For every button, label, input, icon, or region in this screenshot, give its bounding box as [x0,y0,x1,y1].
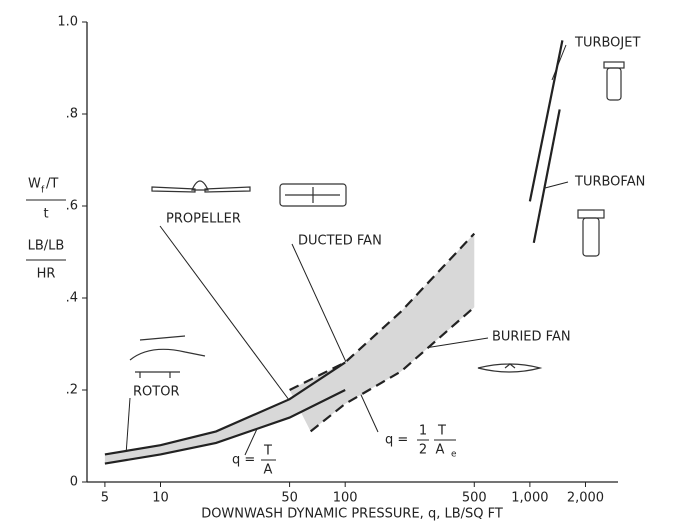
formula-text: q = [385,433,408,448]
x-tick-label: 50 [281,491,298,506]
formula-text: T [437,424,446,439]
y-label-part: f [41,186,45,196]
y-tick-label: 0 [70,475,78,490]
y-tick-label: .2 [66,383,78,398]
x-tick-label: 2,000 [567,491,604,506]
x-axis-title: DOWNWASH DYNAMIC PRESSURE, q, LB/SQ FT [201,507,503,522]
formula-text: q = [232,453,255,468]
y-label-part: /T [46,177,58,192]
annotation: BURIED FAN [492,330,571,345]
annotation: ROTOR [133,385,179,400]
line-series [104,389,346,465]
annotation: PROPELLER [166,212,241,227]
line-series [104,361,346,456]
line-series [532,109,561,244]
y-tick-label: 1.0 [57,15,78,30]
formula-text: e [451,450,457,460]
annotation: DUCTED FAN [298,234,382,249]
annotation: TURBOFAN [574,175,645,190]
y-tick-label: .6 [66,199,78,214]
x-tick-label: 100 [333,491,358,506]
x-tick-label: 10 [152,491,169,506]
x-tick-label: 500 [462,491,487,506]
y-label-part: t [43,207,48,222]
y-axis-title: W f /T t LB/LB HR [26,177,66,282]
y-tick-label: .4 [66,291,78,306]
y-label-part: W [28,177,41,192]
y-label-part: HR [37,267,56,282]
y-tick-label: .8 [66,107,78,122]
x-tick-label: 5 [101,491,109,506]
formula-text: A [264,463,273,478]
annotation: TURBOJET [574,36,640,51]
y-label-part: LB/LB [28,239,65,254]
line-series [309,306,476,433]
formula-text: A [436,443,445,458]
icons [129,61,625,378]
formula-text: 2 [419,443,427,458]
formula-text: T [263,444,272,459]
formula-1: q = T A [232,444,276,478]
line-series [528,40,564,202]
formula-text: 1 [419,424,427,439]
x-tick-label: 1,000 [511,491,548,506]
formula-2: q = 1 2 T A e [385,424,457,460]
line-series [289,232,476,391]
